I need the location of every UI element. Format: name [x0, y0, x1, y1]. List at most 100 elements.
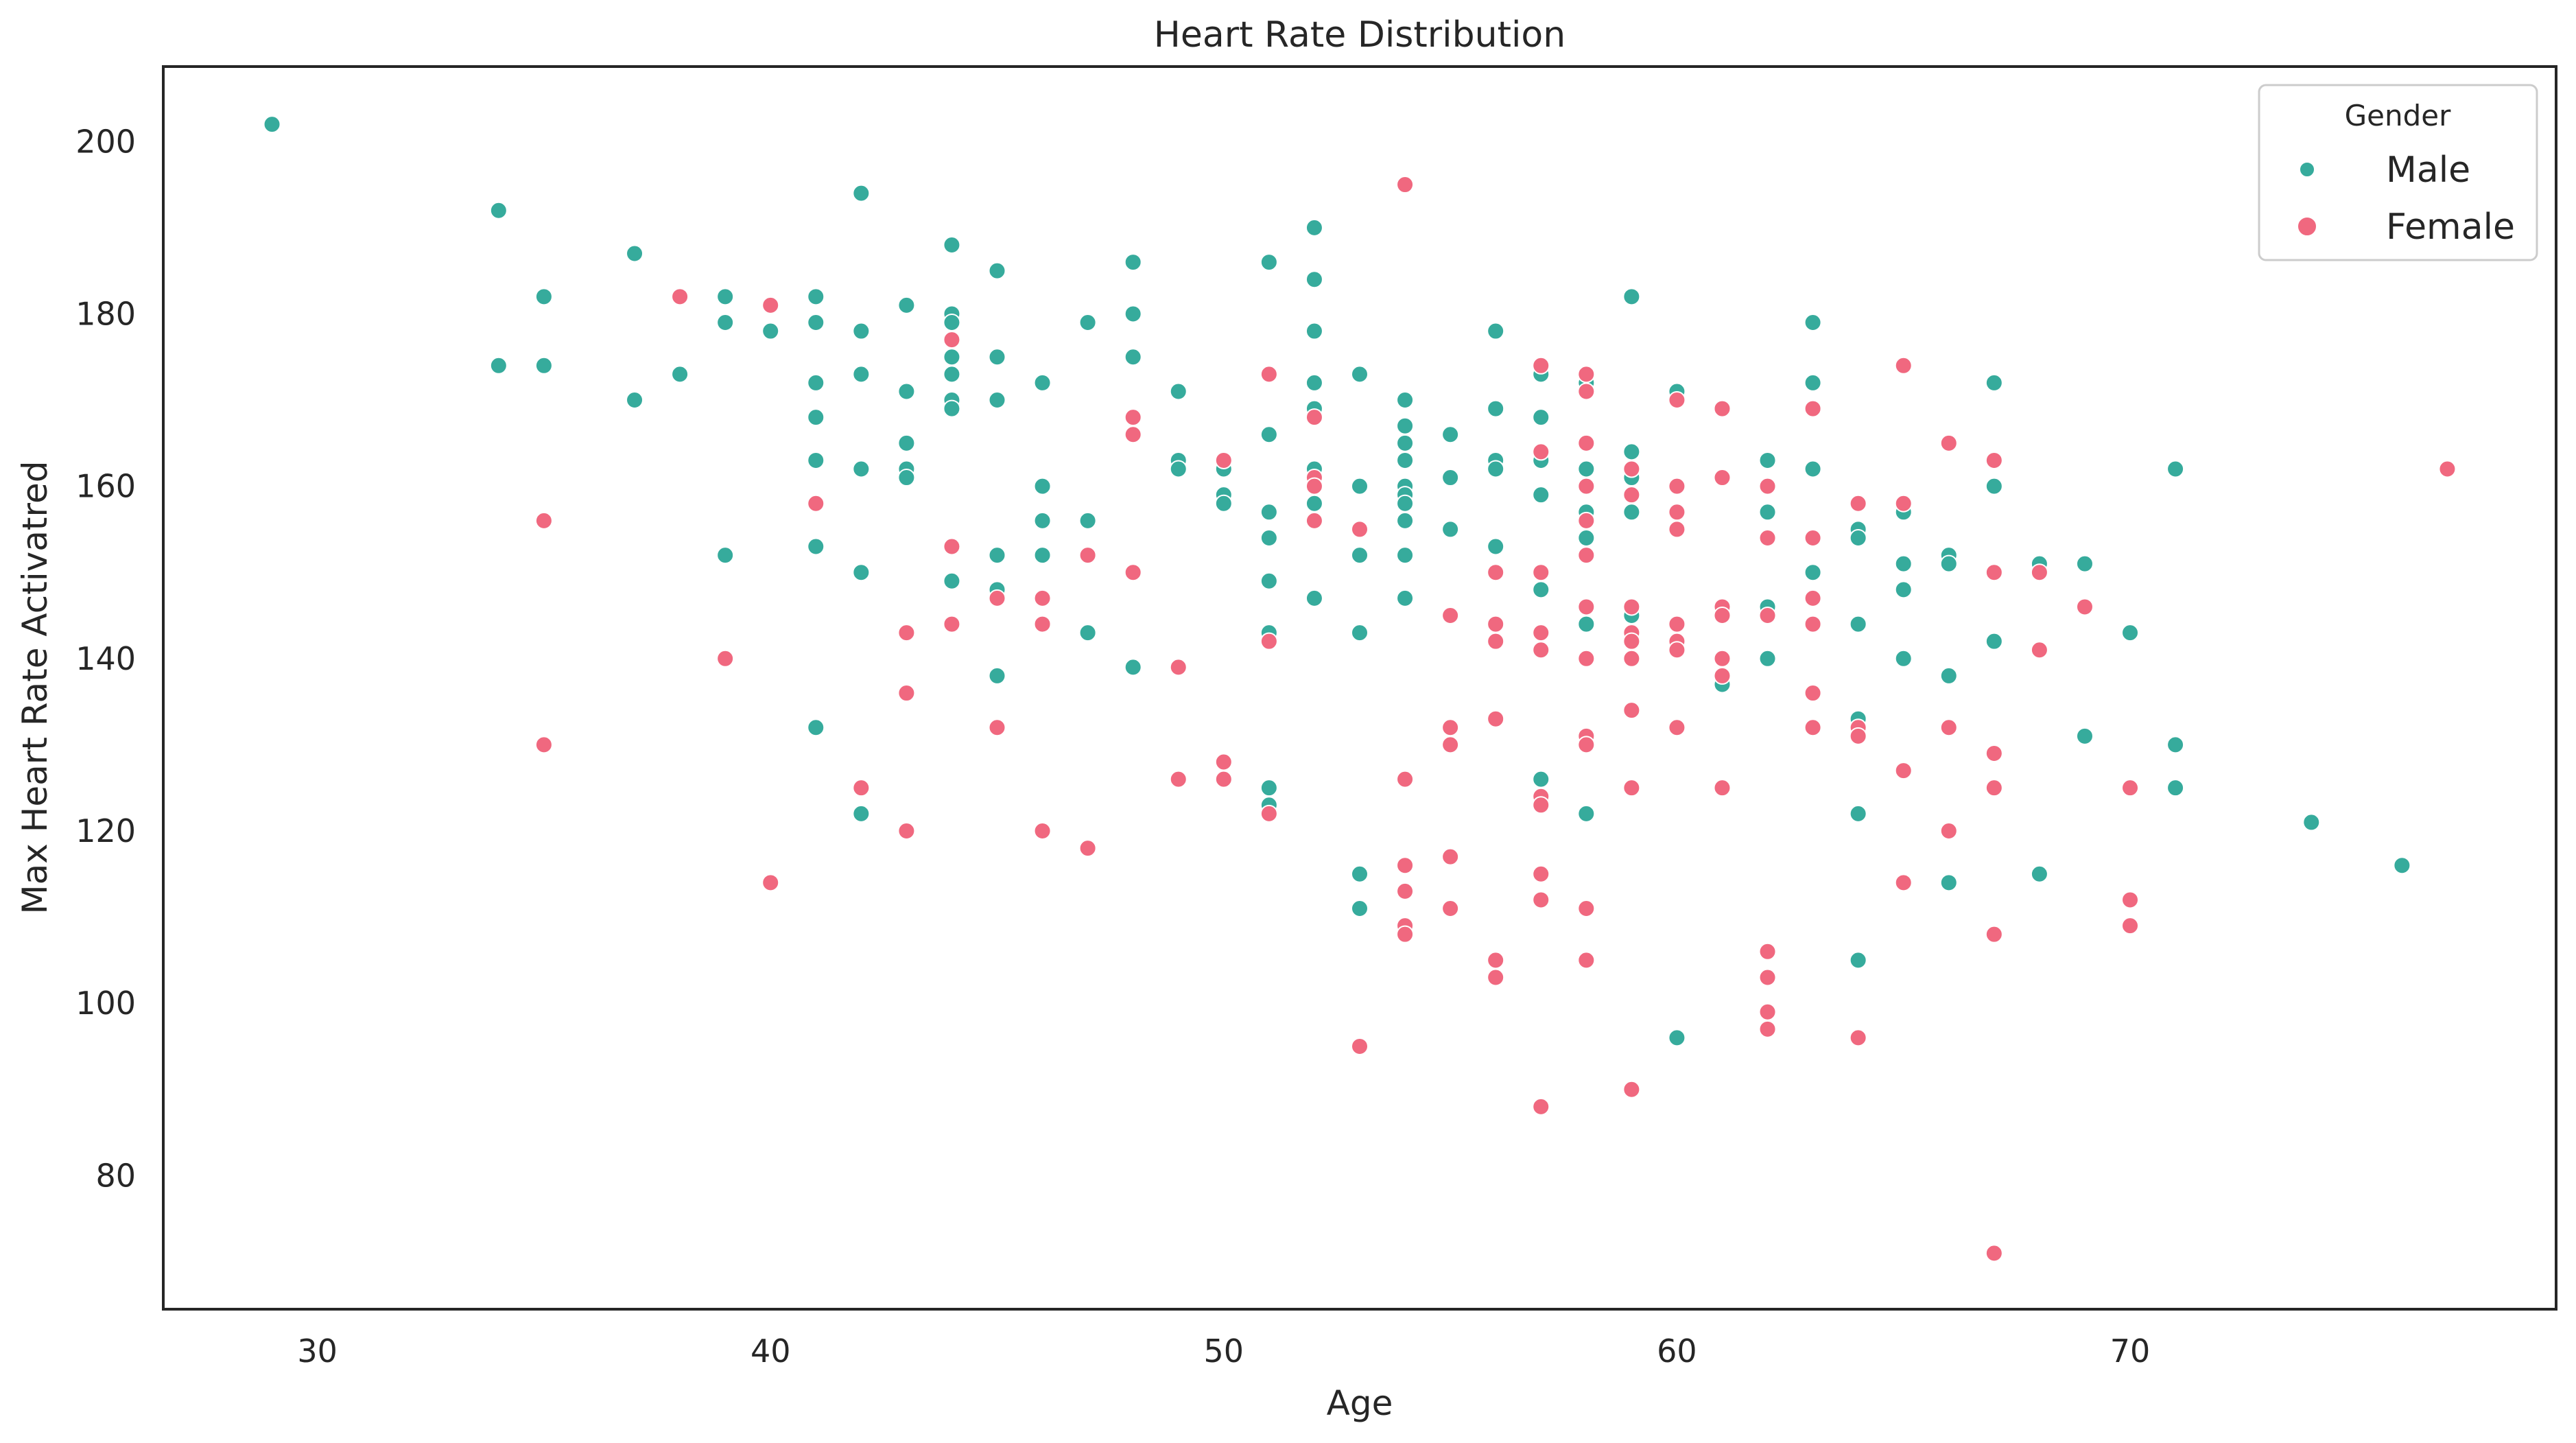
point-female-98: [1713, 649, 1732, 668]
point-male-105: [1532, 580, 1550, 599]
legend-box: [2258, 84, 2538, 261]
point-female-77: [1622, 460, 1641, 478]
x-tick-label: 60: [1657, 1333, 1697, 1370]
y-tick-label: 80: [95, 1157, 136, 1194]
point-female-14: [988, 589, 1006, 607]
point-female-101: [1758, 477, 1777, 495]
point-male-133: [1849, 804, 1867, 823]
point-female-134: [2121, 779, 2140, 797]
point-male-33: [943, 348, 961, 366]
point-female-16: [1033, 589, 1052, 607]
point-female-114: [1849, 494, 1867, 513]
points-layer: [263, 115, 2457, 1263]
point-male-23: [852, 563, 871, 582]
point-male-63: [1260, 503, 1278, 521]
point-female-9: [897, 684, 916, 703]
point-female-93: [1668, 718, 1686, 737]
y-tick-label: 160: [75, 468, 136, 505]
point-male-91: [1396, 546, 1415, 565]
point-male-55: [1169, 382, 1187, 401]
point-female-69: [1577, 511, 1596, 530]
point-female-37: [1351, 1037, 1369, 1055]
point-male-6: [626, 391, 644, 410]
point-male-86: [1396, 451, 1415, 469]
point-male-72: [1305, 373, 1323, 392]
y-axis-label: Max Heart Rate Activatred: [15, 461, 55, 915]
point-male-102: [1532, 408, 1550, 427]
point-female-34: [1305, 477, 1323, 495]
point-female-0: [534, 511, 553, 530]
y-tick-label: 100: [75, 985, 136, 1022]
point-male-34: [943, 365, 961, 384]
point-female-30: [1260, 632, 1278, 650]
point-female-18: [1033, 821, 1052, 840]
point-male-71: [1305, 322, 1323, 340]
point-male-121: [1758, 451, 1777, 469]
point-male-67: [1260, 779, 1278, 797]
point-male-85: [1396, 434, 1415, 452]
point-male-124: [1758, 649, 1777, 668]
point-male-17: [807, 537, 825, 556]
point-male-89: [1396, 494, 1415, 513]
point-male-48: [1078, 314, 1097, 332]
point-female-65: [1577, 365, 1596, 384]
point-female-78: [1622, 486, 1641, 504]
y-tick-label: 120: [75, 812, 136, 849]
point-male-49: [1078, 511, 1097, 530]
point-male-51: [1124, 253, 1142, 272]
point-female-102: [1758, 528, 1777, 547]
point-female-20: [1078, 839, 1097, 858]
point-male-136: [1894, 554, 1913, 573]
point-male-93: [1441, 425, 1460, 444]
y-tick-label: 180: [75, 295, 136, 332]
point-female-28: [1214, 770, 1233, 788]
point-female-21: [1124, 408, 1142, 427]
point-male-57: [1169, 460, 1187, 478]
point-male-125: [1804, 314, 1822, 332]
point-male-16: [807, 451, 825, 469]
point-male-153: [2166, 779, 2185, 797]
point-female-127: [1985, 744, 2003, 762]
point-male-37: [943, 572, 961, 590]
point-female-86: [1668, 391, 1686, 410]
legend-title: Gender: [2345, 99, 2452, 132]
point-male-4: [534, 356, 553, 375]
point-male-82: [1351, 900, 1369, 918]
point-female-133: [2075, 598, 2094, 616]
point-female-31: [1260, 804, 1278, 823]
point-female-120: [1894, 762, 1913, 780]
point-female-88: [1668, 503, 1686, 521]
point-female-5: [761, 873, 780, 892]
point-female-1: [534, 736, 553, 754]
plot-frame: [162, 65, 2557, 1311]
point-female-118: [1894, 356, 1913, 375]
point-male-119: [1668, 1029, 1686, 1047]
point-female-85: [1622, 1080, 1641, 1099]
point-male-25: [897, 296, 916, 314]
point-female-137: [2438, 460, 2457, 478]
point-female-26: [1214, 451, 1233, 469]
point-male-53: [1124, 348, 1142, 366]
point-male-147: [2030, 865, 2048, 883]
point-female-135: [2121, 891, 2140, 909]
point-male-64: [1260, 528, 1278, 547]
point-female-87: [1668, 477, 1686, 495]
point-male-52: [1124, 305, 1142, 323]
point-female-44: [1441, 607, 1460, 625]
point-female-92: [1668, 641, 1686, 659]
point-male-69: [1305, 218, 1323, 237]
point-male-32: [943, 314, 961, 332]
point-female-3: [716, 649, 735, 668]
point-female-129: [1985, 925, 2003, 943]
point-male-151: [2166, 460, 2185, 478]
point-female-83: [1622, 701, 1641, 720]
point-female-104: [1758, 942, 1777, 961]
x-tick-label: 70: [2110, 1333, 2151, 1370]
point-male-130: [1849, 528, 1867, 547]
point-female-112: [1804, 684, 1822, 703]
point-female-12: [943, 537, 961, 556]
point-female-89: [1668, 520, 1686, 539]
point-male-40: [988, 391, 1006, 410]
point-female-107: [1758, 1020, 1777, 1038]
point-male-45: [1033, 477, 1052, 495]
